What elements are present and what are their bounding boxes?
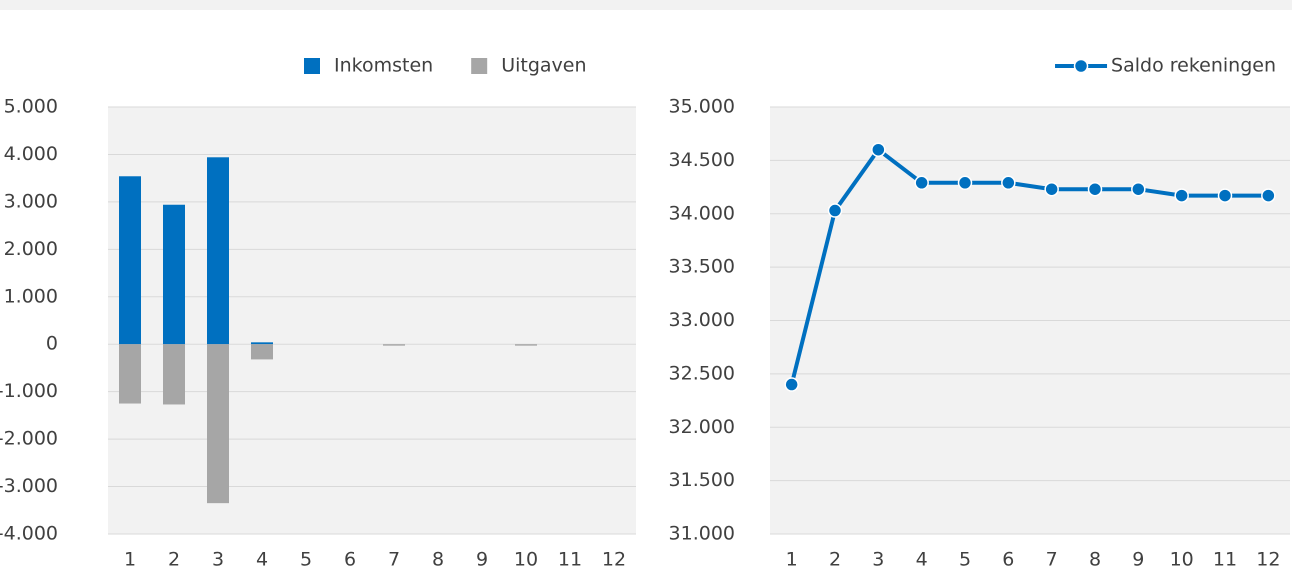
x-tick-label: 12 [1256,549,1280,571]
x-tick-label: 8 [1089,549,1101,571]
x-tick-label: 1 [124,549,136,571]
marker [1217,188,1233,203]
legend-label: Uitgaven [501,55,586,77]
x-tick-label: 6 [344,549,356,571]
x-tick-label: 5 [959,549,971,571]
y-tick-label: -1.000 [0,380,58,402]
marker [1174,188,1189,203]
y-tick-label: 31.000 [669,523,735,545]
marker [1087,181,1103,197]
x-tick-label: 6 [1002,549,1014,571]
marker [914,175,929,191]
x-tick-label: 7 [1046,549,1058,571]
x-tick-label: 12 [602,549,626,571]
bar [383,344,405,346]
x-tick-label: 11 [558,549,582,571]
marker [1001,175,1016,191]
bar [251,344,273,360]
x-tick-label: 4 [916,549,928,571]
y-tick-label: 0 [46,333,58,355]
legend-swatch [304,58,320,74]
y-tick-label: 2.000 [4,238,58,260]
x-tick-label: 7 [388,549,400,571]
marker [1131,181,1146,197]
x-tick-label: 3 [212,549,224,571]
y-tick-label: 3.000 [4,190,58,212]
legend-marker [1073,58,1089,74]
plot-area [108,107,636,534]
x-tick-label: 9 [1132,549,1144,571]
bar [163,344,185,405]
marker [1044,181,1059,197]
marker [957,175,973,191]
top-band [0,0,1292,10]
bar [119,176,141,345]
bar [119,344,141,404]
y-tick-label: 31.500 [669,469,735,491]
bar [207,157,229,345]
y-tick-label: 33.000 [669,309,735,331]
x-tick-label: 10 [514,549,538,571]
y-tick-label: -3.000 [0,475,58,497]
y-tick-label: 35.000 [669,96,735,118]
y-tick-label: 32.000 [669,416,735,438]
x-tick-label: 9 [476,549,488,571]
legend-label: Inkomsten [334,55,433,77]
x-tick-label: 1 [786,549,798,571]
bar [515,344,537,346]
marker [827,203,843,218]
x-tick-label: 10 [1170,549,1194,571]
y-tick-label: 33.500 [669,256,735,278]
x-tick-label: 2 [168,549,180,571]
x-tick-label: 5 [300,549,312,571]
marker [1261,188,1276,203]
legend-swatch [471,58,488,74]
legend-label: Saldo rekeningen [1111,55,1276,77]
x-tick-label: 2 [829,549,841,571]
x-tick-label: 4 [256,549,268,571]
y-tick-label: 34.500 [669,149,735,171]
bar [251,342,273,345]
y-tick-label: 34.000 [669,202,735,224]
bar [207,344,229,504]
y-tick-label: 32.500 [669,362,735,384]
x-tick-label: 3 [872,549,884,571]
x-tick-label: 8 [432,549,444,571]
y-tick-label: 5.000 [4,96,58,118]
y-tick-label: 4.000 [4,143,58,165]
y-tick-label: 1.000 [4,285,58,307]
marker [784,377,799,392]
y-tick-label: -2.000 [0,428,58,450]
marker [871,142,886,157]
bar [163,204,185,345]
x-tick-label: 11 [1213,549,1237,571]
y-tick-label: -4.000 [0,523,58,545]
